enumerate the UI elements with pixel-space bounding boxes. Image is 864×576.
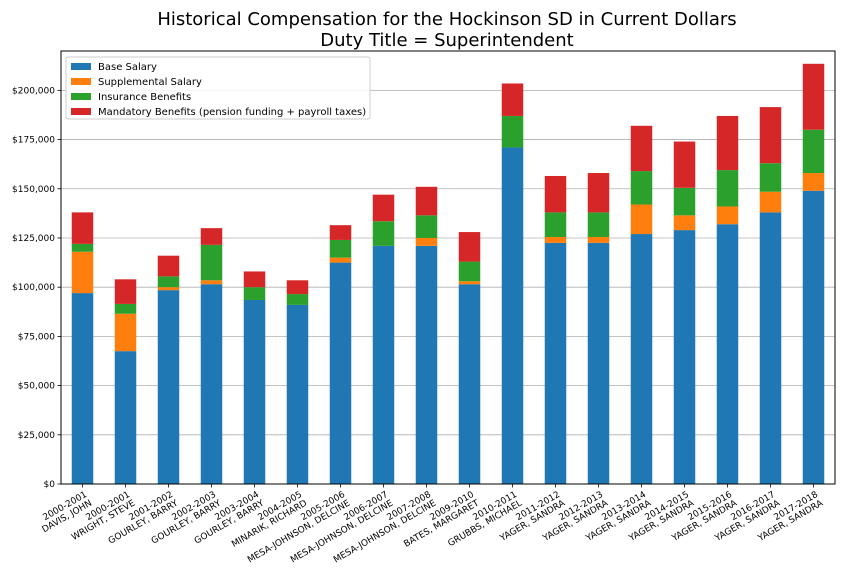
bar-segment-insurance-benefits (802, 129, 825, 174)
bar-segment-mandatory-benefits-pension-funding-payroll-taxes (759, 107, 782, 164)
bar-segment-base-salary (114, 351, 137, 484)
bar-segment-base-salary (243, 299, 266, 484)
bar-segment-base-salary (544, 242, 567, 484)
bar-segment-base-salary (673, 230, 696, 484)
bar-segment-mandatory-benefits-pension-funding-payroll-taxes (544, 175, 567, 213)
legend-swatch (71, 78, 91, 85)
chart-title: Historical Compensation for the Hockinso… (157, 9, 736, 30)
bar-segment-supplemental-salary (71, 251, 94, 294)
bar-segment-supplemental-salary (200, 280, 223, 285)
bar-segment-supplemental-salary (114, 313, 137, 352)
bar-segment-insurance-benefits (630, 171, 653, 205)
legend-swatch (71, 93, 91, 100)
bar-segment-supplemental-salary (673, 215, 696, 231)
bar-segment-base-salary (329, 262, 352, 484)
bar-segment-insurance-benefits (157, 276, 180, 288)
bar-segment-base-salary (630, 234, 653, 484)
bar-segment-base-salary (157, 290, 180, 484)
bar-segment-insurance-benefits (200, 244, 223, 281)
bar-segment-insurance-benefits (329, 239, 352, 258)
bar-segment-supplemental-salary (157, 287, 180, 291)
bar-segment-insurance-benefits (587, 212, 610, 237)
bar-segment-insurance-benefits (372, 221, 395, 246)
bar-segment-supplemental-salary (716, 206, 739, 225)
y-tick-label: $50,000 (18, 382, 55, 392)
legend: Base Salary Supplemental Salary Insurance … (65, 56, 371, 120)
bar-segment-supplemental-salary (544, 236, 567, 243)
bar-segment-insurance-benefits (458, 261, 481, 282)
y-tick-label: $150,000 (12, 185, 55, 195)
bar-segment-base-salary (716, 224, 739, 484)
bar-segment-base-salary (200, 284, 223, 484)
bar-segment-mandatory-benefits-pension-funding-payroll-taxes (114, 279, 137, 304)
y-tick-label: $200,000 (12, 86, 55, 96)
bar-segment-insurance-benefits (759, 163, 782, 192)
legend-box (65, 56, 371, 120)
bar-segment-base-salary (802, 190, 825, 484)
bar-segment-supplemental-salary (630, 204, 653, 235)
bar-segment-base-salary (71, 293, 94, 484)
bar-segment-insurance-benefits (716, 170, 739, 207)
y-tick-label: $100,000 (12, 283, 55, 293)
bar-segment-mandatory-benefits-pension-funding-payroll-taxes (243, 271, 266, 288)
bar-segment-supplemental-salary (587, 236, 610, 243)
bar-segment-base-salary (759, 212, 782, 484)
y-tick-label: $175,000 (12, 136, 55, 146)
bar-segment-mandatory-benefits-pension-funding-payroll-taxes (71, 212, 94, 244)
legend-label: Base Salary (98, 62, 157, 73)
bar-segment-supplemental-salary (458, 281, 481, 285)
y-tick-label: $75,000 (18, 332, 55, 342)
legend-label: Insurance Benefits (98, 92, 191, 103)
bar-segment-base-salary (286, 304, 309, 484)
legend-label: Mandatory Benefits (pension funding + pa… (98, 107, 366, 118)
bar-segment-base-salary (501, 147, 524, 484)
y-tick-label: $125,000 (12, 234, 55, 244)
bar-segment-insurance-benefits (544, 212, 567, 237)
bar-segment-mandatory-benefits-pension-funding-payroll-taxes (329, 225, 352, 240)
legend-label: Supplemental Salary (98, 77, 202, 88)
bar-segment-supplemental-salary (802, 173, 825, 191)
bar-segment-insurance-benefits (415, 215, 438, 238)
bars (71, 63, 825, 484)
bar-segment-insurance-benefits (71, 243, 94, 252)
bar-segment-base-salary (587, 242, 610, 484)
bar-segment-insurance-benefits (243, 287, 266, 300)
bar-segment-mandatory-benefits-pension-funding-payroll-taxes (286, 280, 309, 295)
bar-segment-insurance-benefits (286, 294, 309, 305)
y-tick-label: $25,000 (18, 431, 55, 441)
bar-segment-mandatory-benefits-pension-funding-payroll-taxes (630, 125, 653, 172)
bar-segment-insurance-benefits (114, 303, 137, 314)
y-axis: $0 $25,000 $50,000 $75,000 $100,000 $125,000 $… (12, 86, 61, 490)
bar-segment-mandatory-benefits-pension-funding-payroll-taxes (716, 115, 739, 171)
grid-lines (61, 89, 835, 485)
bar-segment-insurance-benefits (501, 115, 524, 148)
bar-segment-base-salary (372, 245, 395, 484)
bar-segment-mandatory-benefits-pension-funding-payroll-taxes (802, 63, 825, 130)
bar-segment-mandatory-benefits-pension-funding-payroll-taxes (501, 83, 524, 116)
bar-segment-mandatory-benefits-pension-funding-payroll-taxes (372, 194, 395, 222)
bar-segment-mandatory-benefits-pension-funding-payroll-taxes (458, 232, 481, 262)
chart-subtitle: Duty Title = Superintendent (320, 30, 573, 51)
bar-segment-base-salary (458, 284, 481, 484)
legend-swatch (71, 108, 91, 115)
plot-frame (60, 50, 836, 485)
bar-segment-mandatory-benefits-pension-funding-payroll-taxes (200, 228, 223, 245)
bar-segment-supplemental-salary (415, 237, 438, 246)
bar-segment-mandatory-benefits-pension-funding-payroll-taxes (157, 255, 180, 277)
bar-segment-mandatory-benefits-pension-funding-payroll-taxes (587, 173, 610, 213)
bar-segment-mandatory-benefits-pension-funding-payroll-taxes (673, 141, 696, 188)
legend-swatch (71, 63, 91, 70)
bar-segment-supplemental-salary (759, 191, 782, 213)
y-tick-label: $0 (44, 480, 56, 490)
bar-segment-mandatory-benefits-pension-funding-payroll-taxes (415, 186, 438, 216)
bar-segment-insurance-benefits (673, 187, 696, 216)
bar-segment-supplemental-salary (329, 257, 352, 263)
bar-segment-base-salary (415, 245, 438, 484)
